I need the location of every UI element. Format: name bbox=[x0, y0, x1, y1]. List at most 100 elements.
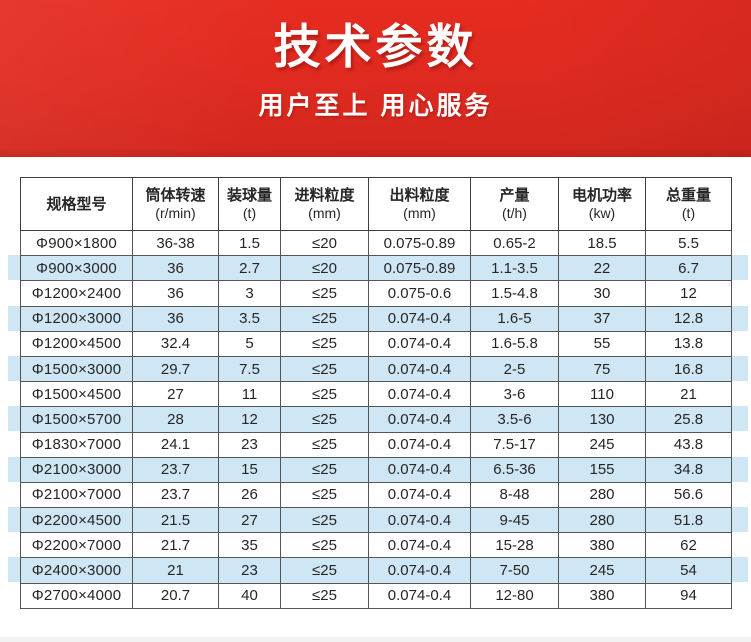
table-cell-model: Φ1200×2400 bbox=[20, 280, 133, 307]
table-cell-balls: 2.7 bbox=[218, 255, 281, 282]
column-header-label: 装球量 bbox=[226, 187, 272, 204]
column-header-label: 出料粒度 bbox=[389, 187, 450, 204]
table-cell-speed: 27 bbox=[132, 381, 219, 408]
table-cell-speed: 23.7 bbox=[132, 456, 219, 483]
column-header-power: 电机功率 (kw) bbox=[558, 177, 646, 231]
table-cell-weight: 12.8 bbox=[645, 305, 732, 332]
table-cell-speed: 20.7 bbox=[132, 582, 219, 609]
table-cell-model: Φ1830×7000 bbox=[20, 431, 133, 458]
table-cell-discharge: 0.074-0.4 bbox=[368, 381, 471, 408]
table-cell-capacity: 15-28 bbox=[470, 532, 559, 559]
table-cell-power: 55 bbox=[558, 330, 646, 357]
table-row: Φ2200×7000 21.7 35 ≤25 0.074-0.4 15-28 380 62 bbox=[20, 532, 732, 559]
table-cell-power: 37 bbox=[558, 305, 646, 332]
table-cell-discharge: 0.074-0.4 bbox=[368, 305, 471, 332]
table-cell-balls: 3.5 bbox=[218, 305, 281, 332]
table-cell-weight: 34.8 bbox=[645, 456, 732, 483]
table-cell-feed: ≤25 bbox=[280, 481, 369, 509]
zebra-bleed-right bbox=[731, 557, 748, 582]
table-cell-discharge: 0.074-0.4 bbox=[368, 557, 471, 584]
table-cell-balls: 15 bbox=[218, 456, 281, 483]
table-cell-balls: 7.5 bbox=[218, 355, 281, 383]
table-cell-capacity: 7.5-17 bbox=[470, 431, 559, 458]
table-cell-power: 380 bbox=[558, 532, 646, 559]
column-header-unit: (mm) bbox=[403, 205, 436, 221]
column-header-unit: (t) bbox=[681, 205, 696, 221]
banner: 技术参数 用户至上 用心服务 bbox=[0, 0, 751, 157]
table-cell-weight: 51.8 bbox=[645, 507, 732, 534]
zebra-bleed-right bbox=[731, 255, 748, 280]
table-cell-weight: 25.8 bbox=[645, 406, 732, 433]
table-cell-model: Φ2200×4500 bbox=[20, 507, 133, 534]
table-cell-speed: 21.5 bbox=[132, 507, 219, 534]
table-cell-speed: 29.7 bbox=[132, 355, 219, 383]
table-cell-balls: 23 bbox=[218, 431, 281, 458]
table-cell-balls: 23 bbox=[218, 557, 281, 584]
column-header-unit: (kw) bbox=[588, 205, 616, 221]
table-cell-feed: ≤25 bbox=[280, 305, 369, 332]
table-cell-power: 22 bbox=[558, 255, 646, 282]
table-cell-discharge: 0.074-0.4 bbox=[368, 431, 471, 458]
zebra-bleed-left bbox=[8, 306, 21, 331]
table-cell-balls: 1.5 bbox=[218, 229, 281, 257]
table-cell-speed: 21.7 bbox=[132, 532, 219, 559]
zebra-bleed-right bbox=[731, 306, 748, 331]
column-header-label: 筒体转速 bbox=[145, 187, 206, 204]
table-row: Φ2200×4500 21.5 27 ≤25 0.074-0.4 9-45 280 51.8 bbox=[20, 507, 732, 534]
table-cell-weight: 16.8 bbox=[645, 355, 732, 383]
table-cell-feed: ≤25 bbox=[280, 355, 369, 383]
table-header-row: 规格型号 筒体转速 (r/min) 装球量 (t) 进料粒度 (mm) 出料粒度 (mm) 产量(… bbox=[20, 177, 732, 231]
table-cell-capacity: 12-80 bbox=[470, 582, 559, 609]
table-row: Φ1200×2400 36 3 ≤25 0.075-0.6 1.5-4.8 30 12 bbox=[20, 280, 732, 307]
table-cell-power: 245 bbox=[558, 557, 646, 584]
table-cell-model: Φ1200×4500 bbox=[20, 330, 133, 357]
table-cell-capacity: 8-48 bbox=[470, 481, 559, 509]
table-cell-balls: 27 bbox=[218, 507, 281, 534]
table-cell-capacity: 1.1-3.5 bbox=[470, 255, 559, 282]
table-cell-balls: 40 bbox=[218, 582, 281, 609]
table-cell-power: 30 bbox=[558, 280, 646, 307]
table-cell-feed: ≤25 bbox=[280, 330, 369, 357]
table-cell-power: 130 bbox=[558, 406, 646, 433]
column-header-label: 总重量 bbox=[665, 187, 711, 204]
table-cell-feed: ≤25 bbox=[280, 507, 369, 534]
table-cell-speed: 28 bbox=[132, 406, 219, 433]
column-header-unit: (t) bbox=[242, 205, 257, 221]
table-cell-feed: ≤25 bbox=[280, 406, 369, 433]
table-cell-discharge: 0.074-0.4 bbox=[368, 355, 471, 383]
table-cell-model: Φ1500×3000 bbox=[20, 355, 133, 383]
table-cell-feed: ≤25 bbox=[280, 582, 369, 609]
table-row: Φ2100×7000 23.7 26 ≤25 0.074-0.4 8-48 280 56.6 bbox=[20, 481, 732, 509]
table-cell-power: 380 bbox=[558, 582, 646, 609]
table-cell-power: 18.5 bbox=[558, 229, 646, 257]
zebra-bleed-left bbox=[8, 406, 21, 431]
table-cell-speed: 24.1 bbox=[132, 431, 219, 458]
table-cell-feed: ≤25 bbox=[280, 532, 369, 559]
column-header-feed: 进料粒度 (mm) bbox=[280, 177, 369, 231]
table-row: Φ2100×3000 23.7 15 ≤25 0.074-0.4 6.5-36 155 34.… bbox=[20, 456, 732, 483]
table-row: Φ2400×3000 21 23 ≤25 0.074-0.4 7-50 245 54 bbox=[20, 557, 732, 584]
table-row: Φ1500×5700 28 12 ≤25 0.074-0.4 3.5-6 130 25.8 bbox=[20, 406, 732, 433]
table-cell-feed: ≤20 bbox=[280, 229, 369, 257]
table-cell-model: Φ2100×3000 bbox=[20, 456, 133, 483]
zebra-bleed-right bbox=[731, 507, 748, 532]
table-cell-speed: 32.4 bbox=[132, 330, 219, 357]
column-header-unit: (t/h) bbox=[502, 205, 527, 221]
table-cell-power: 245 bbox=[558, 431, 646, 458]
table-cell-power: 280 bbox=[558, 481, 646, 509]
table-cell-capacity: 9-45 bbox=[470, 507, 559, 534]
table-cell-speed: 36 bbox=[132, 280, 219, 307]
table-cell-discharge: 0.075-0.89 bbox=[368, 255, 471, 282]
table-cell-weight: 5.5 bbox=[645, 229, 732, 257]
table-cell-discharge: 0.074-0.4 bbox=[368, 406, 471, 433]
table-cell-power: 75 bbox=[558, 355, 646, 383]
table-row: Φ1500×4500 27 11 ≤25 0.074-0.4 3-6 110 21 bbox=[20, 381, 732, 408]
column-header-label: 进料粒度 bbox=[294, 187, 355, 204]
table-cell-power: 155 bbox=[558, 456, 646, 483]
table-cell-discharge: 0.074-0.4 bbox=[368, 330, 471, 357]
zebra-bleed-left bbox=[8, 457, 21, 482]
zebra-bleed-right bbox=[731, 356, 748, 381]
table-cell-weight: 6.7 bbox=[645, 255, 732, 282]
table-cell-feed: ≤25 bbox=[280, 381, 369, 408]
zebra-bleed-left bbox=[8, 356, 21, 381]
